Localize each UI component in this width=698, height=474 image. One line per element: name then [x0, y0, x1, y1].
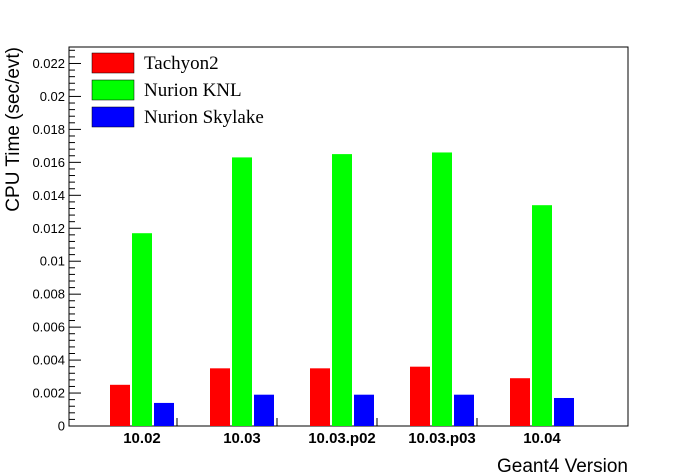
y-tick-label: 0.004 [32, 353, 65, 368]
y-tick-label: 0.002 [32, 386, 65, 401]
y-tick-label: 0.018 [32, 122, 65, 137]
x-axis: 10.02 10.03 10.03.p02 10.03.p03 10.04 [123, 418, 561, 447]
legend-label: Tachyon2 [144, 53, 219, 74]
y-tick-label: 0 [58, 419, 65, 434]
bar-nurion-skylake [254, 394, 274, 426]
y-axis: 0 0.002 0.004 0.006 0.008 0.01 0.012 0.014 0.016… [32, 49, 81, 434]
bar-nurion-skylake [554, 397, 574, 426]
y-tick-label: 0.01 [40, 254, 65, 269]
x-tick-label: 10.04 [523, 430, 561, 447]
y-tick-label: 0.008 [32, 287, 65, 302]
x-tick-label: 10.03.p03 [408, 430, 476, 447]
bar-nurion-knl [132, 233, 152, 426]
bar-tachyon2 [310, 368, 330, 426]
x-tick-label: 10.02 [123, 430, 161, 447]
bar-nurion-skylake [454, 394, 474, 426]
y-tick-label: 0.02 [40, 89, 65, 104]
bar-nurion-skylake [154, 402, 174, 426]
bar-nurion-knl [432, 152, 452, 426]
bars [110, 152, 574, 426]
legend: Tachyon2 Nurion KNL Nurion Skylake [91, 52, 264, 128]
legend-label: Nurion KNL [144, 80, 242, 101]
y-tick-label: 0.022 [32, 56, 65, 71]
bar-nurion-skylake [354, 394, 374, 426]
bar-tachyon2 [110, 384, 130, 426]
x-tick-label: 10.03.p02 [308, 430, 376, 447]
bar-nurion-knl [332, 154, 352, 426]
legend-swatch [91, 79, 135, 101]
y-tick-label: 0.012 [32, 221, 65, 236]
legend-swatch [91, 52, 135, 74]
legend-label: Nurion Skylake [144, 107, 264, 128]
x-axis-title: Geant4 Version [497, 456, 628, 474]
y-axis-title: CPU Time (sec/evt) [3, 47, 24, 212]
legend-swatch [91, 106, 135, 128]
x-tick-label: 10.03 [223, 430, 261, 447]
bar-tachyon2 [210, 368, 230, 426]
y-tick-label: 0.014 [32, 188, 65, 203]
y-tick-label: 0.006 [32, 320, 65, 335]
bar-tachyon2 [410, 366, 430, 426]
bar-nurion-knl [532, 205, 552, 426]
bar-tachyon2 [510, 378, 530, 426]
bar-nurion-knl [232, 157, 252, 426]
y-tick-label: 0.016 [32, 155, 65, 170]
